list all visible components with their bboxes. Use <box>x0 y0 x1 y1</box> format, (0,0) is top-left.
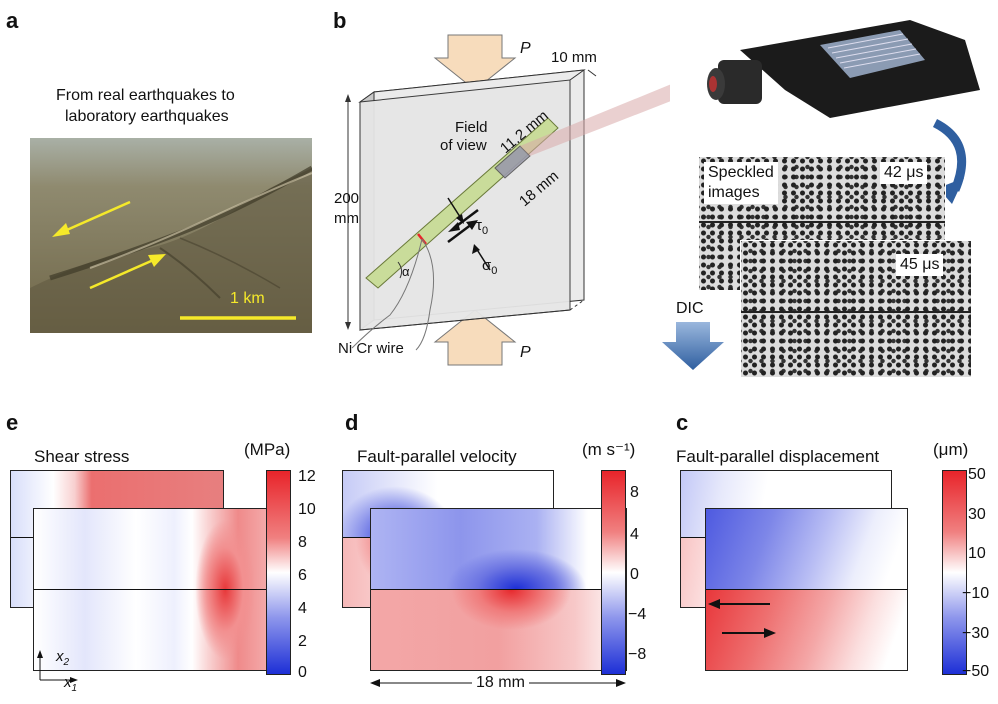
axis-arrows-icon <box>37 650 78 683</box>
dic-label: DIC <box>676 300 704 317</box>
shear-field-front <box>33 508 290 671</box>
panel-label-e: e <box>6 410 19 435</box>
panel-label-d: d <box>345 410 359 435</box>
speckle-label-line1: Speckled <box>708 164 774 181</box>
fov-label-line1: Field <box>455 119 488 136</box>
dic-arrow-icon <box>662 322 724 370</box>
height-value: 200 <box>334 190 360 207</box>
panel-c-title: Fault-parallel displacement <box>676 447 880 466</box>
scale-label-18mm: 18 mm <box>472 674 529 692</box>
cb-c-tick: 10 <box>968 545 986 562</box>
colorbar-velocity-ticks: 8 4 0 −4 −8 <box>628 476 670 676</box>
specimen-diagram <box>345 34 670 366</box>
colorbar-displacement <box>942 470 967 675</box>
panel-label-b: b <box>333 8 347 33</box>
tau-label: τ0 <box>476 217 489 237</box>
curved-arrow-icon <box>932 118 967 204</box>
time-label-45: 45 μs <box>896 254 944 276</box>
sigma-label: σ0 <box>482 257 498 277</box>
wire-label: Ni Cr wire <box>338 340 404 357</box>
panel-e-unit: (MPa) <box>244 440 291 459</box>
cb-e-tick: 6 <box>298 567 307 584</box>
colorbar-velocity <box>601 470 626 675</box>
fault-aerial-photo <box>30 138 314 333</box>
cb-d-tick: −4 <box>628 606 647 623</box>
cb-c-tick: 50 <box>968 466 986 483</box>
fov-label-line2: of view <box>440 137 487 154</box>
panel-label-a: a <box>6 8 19 33</box>
colorbar-shear-ticks: 12 10 8 6 4 2 0 <box>298 468 328 681</box>
cb-d-tick: −8 <box>628 646 647 663</box>
time-label-42: 42 μs <box>880 162 928 184</box>
high-speed-camera <box>707 20 980 118</box>
cb-e-tick: 2 <box>298 633 307 650</box>
cb-e-tick: 0 <box>298 664 307 681</box>
speckle-label-box: Speckled images <box>704 162 778 204</box>
load-arrow-bottom <box>433 309 517 366</box>
cb-d-tick: 8 <box>630 484 639 501</box>
cb-e-tick: 4 <box>298 600 307 617</box>
load-arrow-top <box>433 34 517 91</box>
colorbar-displacement-ticks: 50 30 10 −10 −30 −50 <box>962 466 998 680</box>
panel-label-c: c <box>676 410 689 435</box>
axis-x1-label: x1 <box>64 674 78 694</box>
height-unit: mm <box>334 210 359 227</box>
cb-d-tick: 4 <box>630 526 639 543</box>
panel-a-caption-line2: laboratory earthquakes <box>65 108 229 125</box>
load-label-bottom: P <box>520 344 531 361</box>
angle-label: α <box>402 264 410 279</box>
cb-e-tick: 12 <box>298 468 316 485</box>
thickness-label: 10 mm <box>551 49 597 66</box>
axis-x2-label: x2 <box>56 648 70 668</box>
colorbar-shear <box>266 470 291 675</box>
cb-e-tick: 10 <box>298 501 316 518</box>
cb-d-tick: 0 <box>630 566 639 583</box>
cb-c-tick: −50 <box>962 663 990 680</box>
panel-a-caption-line1: From real earthquakes to <box>56 87 235 104</box>
cb-e-tick: 8 <box>298 534 307 551</box>
cb-c-tick: −30 <box>962 625 990 642</box>
slip-arrow-left-icon <box>708 599 770 609</box>
displacement-field-front <box>705 508 908 671</box>
panel-e-title: Shear stress <box>34 447 130 466</box>
scale-label-1km: 1 km <box>230 290 265 307</box>
cb-c-tick: 30 <box>968 506 986 523</box>
load-label-top: P <box>520 40 531 57</box>
slip-arrow-right-icon <box>722 628 776 638</box>
panel-d-title: Fault-parallel velocity <box>357 447 517 466</box>
speckle-label-line2: images <box>708 184 760 201</box>
panel-d-unit: (m s⁻¹) <box>582 440 636 459</box>
cb-c-tick: −10 <box>962 585 990 602</box>
velocity-field-front <box>370 508 627 671</box>
panel-c-unit: (μm) <box>933 440 969 459</box>
